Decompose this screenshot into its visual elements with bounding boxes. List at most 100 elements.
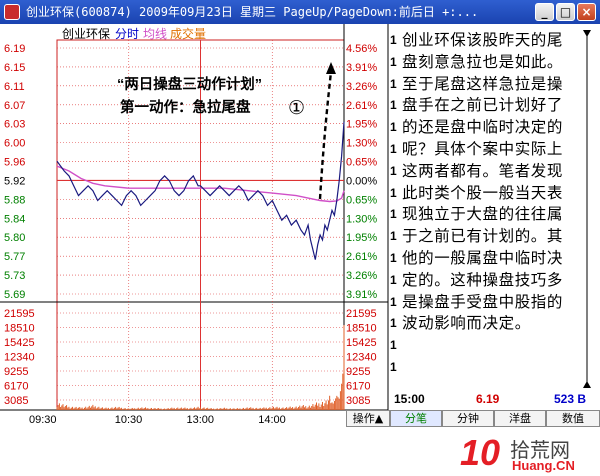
price-tick-label: 5.96 [4,157,25,169]
tab-minutes[interactable]: 分钟 [442,410,494,427]
watermark-logo: 10 [460,432,501,473]
intraday-chart-area: 创业环保 分时 均线 成交量 6.19 6.15 6.11 6.07 6.03 6.00 5… [0,24,600,426]
intraday-chart: 创业环保 分时 均线 成交量 6.19 6.15 6.11 6.07 6.03 6.00 5… [0,24,389,426]
volume-tick-label-right: 9255 [346,366,370,378]
volume-tick-label: 9255 [4,366,28,378]
price-tick-label: 6.11 [4,81,25,93]
watermark-site-cn: 拾荒网 [510,438,570,462]
row-marker: 1 [390,98,397,113]
volume-axis-ticks-left: 21595 18510 15425 12340 9255 6170 3085 [4,308,344,407]
percent-tick-label: 2.61% [346,251,377,263]
price-tick-label: 5.92 [4,175,25,187]
percent-tick-label: 4.56% [346,43,377,55]
time-axis-ticks: 09:30 10:30 13:00 14:00 [29,414,286,426]
percent-tick-label: 1.30% [346,213,377,225]
price-axis-ticks: 6.19 6.15 6.11 6.07 6.03 6.00 5.96 5.92 5.88 5.84… [4,43,25,301]
row-marker: 1 [390,163,397,178]
volume-tick-label-right: 15425 [346,337,377,349]
tab-minute[interactable]: 分时 [115,27,139,41]
scrollbar-graphic [583,30,591,388]
minimize-button[interactable]: _ [535,3,554,21]
time-tick-label: 10:30 [115,414,143,426]
percent-tick-label: 1.95% [346,232,377,244]
volume-tick-label-right: 6170 [346,381,370,393]
percent-tick-label: 3.91% [346,62,377,74]
tab-foreign[interactable]: 洋盘 [494,410,546,427]
tab-volume[interactable]: 成交量 [170,26,206,41]
row-marker: 1 [390,142,397,156]
maximize-button[interactable]: □ [556,3,575,21]
row-marker: 1 [390,76,397,91]
tab-ticks[interactable]: 分笔 [390,410,442,427]
row-marker: 1 [390,294,397,309]
price-tick-label: 5.88 [4,194,25,206]
price-line [56,121,345,260]
time-tick-label: 14:00 [258,414,286,426]
row-marker: 1 [390,338,397,353]
row-marker: 1 [390,33,397,47]
row-marker: 1 [390,185,397,200]
watermark-site-en: Huang.CN [512,458,575,473]
price-tick-label: 6.15 [4,62,25,74]
scroll-up-icon[interactable] [583,30,591,37]
price-tick-label: 6.03 [4,119,25,131]
volume-bars [56,325,345,410]
row-marker: 1 [390,272,397,287]
avg-price-line [56,165,345,203]
percent-axis-ticks: 4.56% 3.91% 3.26% 2.61% 1.95% 1.30% 0.65% 0.00%… [346,43,377,301]
row-marker: 1 [390,316,397,331]
price-tick-label: 5.73 [4,270,25,282]
volume-tick-label: 3085 [4,395,28,407]
percent-tick-label: 1.95% [346,119,377,131]
close-button[interactable]: × [577,3,596,21]
percent-tick-label: 3.26% [346,270,377,282]
row-marker: 1 [390,54,397,69]
volume-tick-label: 12340 [4,352,35,364]
percent-tick-label: 2.61% [346,100,377,112]
percent-tick-label: 0.65% [346,157,377,169]
rise-arrowhead [326,62,336,74]
price-tick-label: 5.84 [4,213,25,225]
chart-stock-name: 创业环保 [62,27,110,41]
volume-tick-label-right: 21595 [346,308,377,320]
bottom-tabs: 分笔 分钟 洋盘 数值 [390,410,600,427]
volume-tick-label-right: 3085 [346,395,370,407]
price-tick-label: 6.19 [4,43,25,55]
volume-tick-label: 15425 [4,337,35,349]
percent-tick-label: 3.91% [346,289,377,301]
panel-scrollbar[interactable] [581,30,591,388]
commentary-text: 创业环保该股昨天的尾盘刻意急拉也是如此。至于尾盘这样急拉是操盘手在之前已计划好了… [402,31,564,333]
chart-grid [0,40,388,410]
time-tick-label: 09:30 [29,414,57,426]
percent-tick-label: 3.26% [346,81,377,93]
price-tick-label: 6.00 [4,138,25,150]
price-tick-label: 5.80 [4,232,25,244]
row-marker: 1 [390,229,397,244]
percent-tick-label: 0.00% [346,175,377,187]
annotation-quote: “两日操盘三动作计划” [117,75,262,93]
app-icon [4,4,20,20]
operate-button[interactable]: 操作▲ [346,410,390,427]
row-marker: 1 [390,120,397,135]
volume-axis-ticks-right: 21595 18510 15425 12340 9255 6170 3085 [346,308,377,407]
row-marker: 1 [390,360,397,374]
status-price: 6.19 [476,392,500,406]
status-volume: 523 B [554,392,587,406]
tab-avg-line[interactable]: 均线 [143,27,167,41]
price-tick-label: 6.07 [4,100,25,112]
rise-arrow [318,71,333,200]
right-info-panel: 1 1 1 1 1 1 1 1 1 1 1 1 1 1 1 1 创业环保该股昨天的尾盘刻意急拉也是如此。至于尾… [390,30,600,390]
tab-values[interactable]: 数值 [546,410,600,427]
window-title: 创业环保(600874) 2009年09月23日 星期三 PageUp/Page… [26,5,479,19]
volume-tick-label-right: 18510 [346,323,377,335]
volume-tick-label: 21595 [4,308,35,320]
volume-tick-label: 18510 [4,323,35,335]
time-tick-label: 13:00 [187,414,215,426]
window-titlebar: 创业环保(600874) 2009年09月23日 星期三 PageUp/Page… [0,0,600,24]
quote-status-row: 15:00 6.19 523 B [390,390,600,408]
row-marker: 1 [390,251,397,265]
row-marker: 1 [390,207,397,222]
site-watermark: 10 拾荒网 Huang.CN [460,430,600,476]
scroll-down-icon[interactable] [583,381,591,388]
annotation-action: 第一动作：急拉尾盘 [120,98,251,116]
